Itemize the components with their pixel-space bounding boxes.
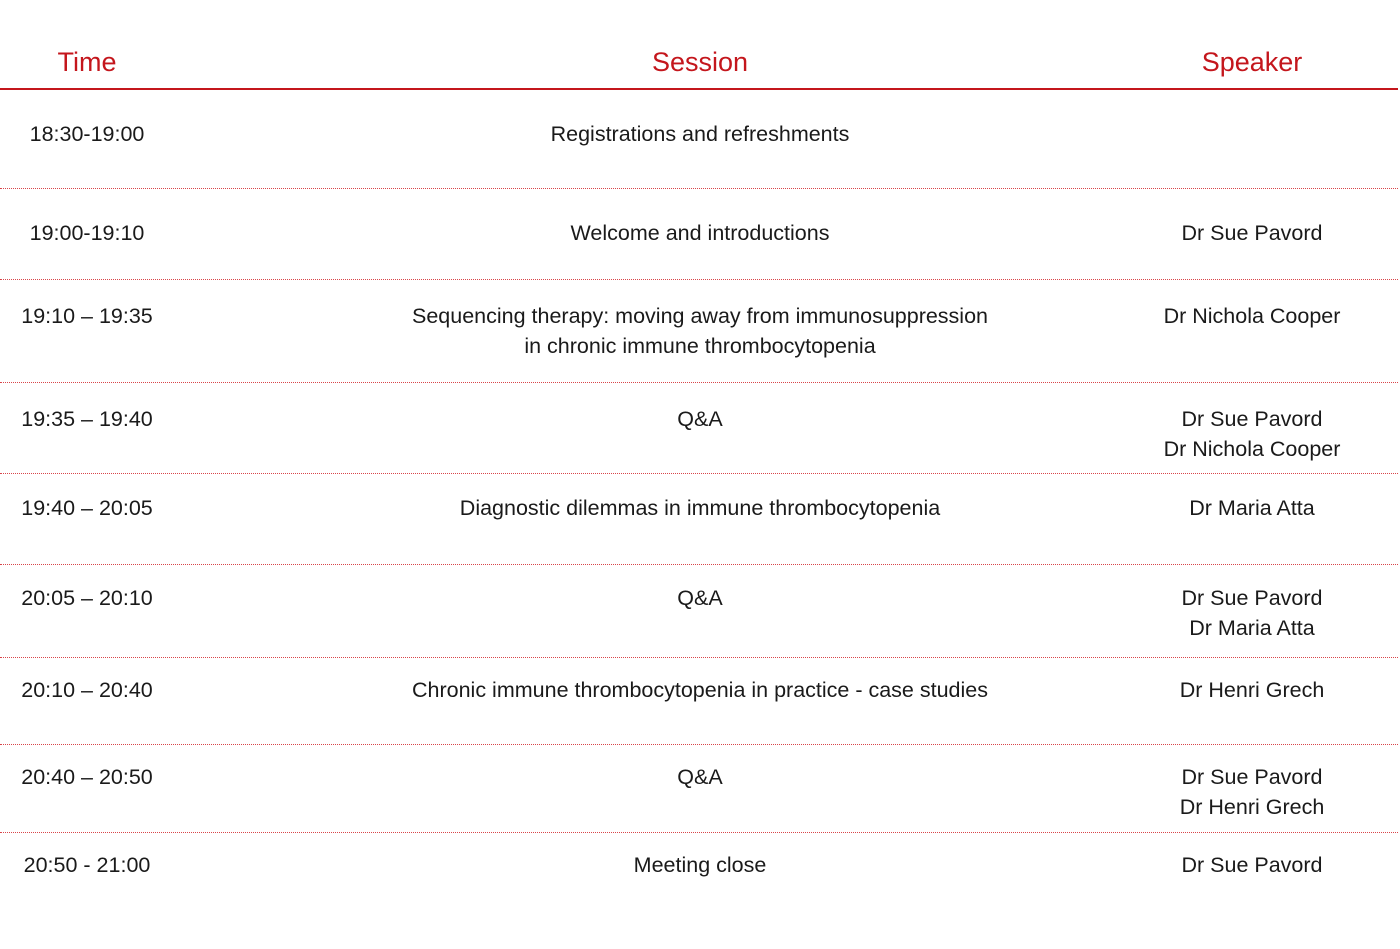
- speaker-name: Dr Sue Pavord: [1181, 407, 1323, 431]
- speaker-name: Dr Sue Pavord: [1181, 586, 1323, 610]
- speaker-name: Dr Henri Grech: [1179, 678, 1325, 702]
- table-row: 19:10 – 19:35 Sequencing therapy: moving …: [0, 280, 1398, 383]
- table-row: 19:00-19:10 Welcome and introductions Dr S…: [0, 189, 1398, 280]
- speaker-name: Dr Henri Grech: [1179, 794, 1325, 819]
- session-line: Q&A: [677, 586, 723, 610]
- row-session: Q&A: [372, 763, 1028, 793]
- row-session: Q&A: [372, 584, 1028, 614]
- row-speakers: Dr Sue Pavord: [1122, 851, 1382, 881]
- row-time: 19:00-19:10: [29, 221, 145, 245]
- row-speakers: Dr Sue Pavord Dr Henri Grech: [1122, 763, 1382, 822]
- speaker-name: Dr Maria Atta: [1189, 615, 1315, 640]
- row-time: 19:35 – 19:40: [21, 407, 153, 431]
- row-session: Chronic immune thrombocytopenia in pract…: [372, 676, 1028, 706]
- speaker-name: Dr Sue Pavord: [1181, 853, 1323, 877]
- session-line: Registrations and refreshments: [550, 122, 850, 146]
- session-line: Meeting close: [633, 853, 767, 877]
- table-row: 19:40 – 20:05 Diagnostic dilemmas in immu…: [0, 474, 1398, 565]
- row-speakers: Dr Sue Pavord: [1122, 219, 1382, 249]
- header-speaker: Speaker: [1201, 47, 1303, 77]
- table-row: 19:35 – 19:40 Q&A Dr Sue Pavord Dr Nichola …: [0, 383, 1398, 474]
- session-line: Chronic immune thrombocytopenia in pract…: [412, 678, 988, 702]
- speaker-name: Dr Maria Atta: [1189, 496, 1315, 520]
- row-session: Welcome and introductions: [372, 219, 1028, 249]
- speaker-name: Dr Nichola Cooper: [1163, 436, 1341, 461]
- session-line: Q&A: [677, 765, 723, 789]
- row-time: 19:10 – 19:35: [21, 304, 153, 328]
- row-speakers: Dr Sue Pavord Dr Maria Atta: [1122, 584, 1382, 643]
- agenda-table: Time Session Speaker 18:30-19:00 Registra…: [0, 0, 1398, 923]
- row-speakers: Dr Maria Atta: [1122, 494, 1382, 524]
- session-line: Welcome and introductions: [570, 221, 830, 245]
- table-row: 20:50 - 21:00 Meeting close Dr Sue Pavord: [0, 833, 1398, 923]
- row-time: 20:40 – 20:50: [21, 765, 153, 789]
- row-time: 20:50 - 21:00: [23, 853, 151, 877]
- speaker-name: Dr Sue Pavord: [1181, 221, 1323, 245]
- row-time: 18:30-19:00: [29, 122, 145, 146]
- session-line: Diagnostic dilemmas in immune thrombocyt…: [459, 496, 941, 520]
- row-session: Registrations and refreshments: [372, 120, 1028, 150]
- header-time: Time: [57, 47, 117, 77]
- header-session: Session: [651, 47, 749, 77]
- row-session: Q&A: [372, 405, 1028, 435]
- table-header: Time Session Speaker: [0, 0, 1398, 90]
- session-line: Q&A: [677, 407, 723, 431]
- speaker-name: Dr Nichola Cooper: [1163, 304, 1341, 328]
- row-time: 19:40 – 20:05: [21, 496, 153, 520]
- session-line: Sequencing therapy: moving away from imm…: [411, 304, 989, 328]
- table-body: 18:30-19:00 Registrations and refreshment…: [0, 90, 1398, 923]
- row-time: 20:05 – 20:10: [21, 586, 153, 610]
- table-row: 20:40 – 20:50 Q&A Dr Sue Pavord Dr Henri Gr…: [0, 745, 1398, 833]
- row-speakers: Dr Henri Grech: [1122, 676, 1382, 706]
- row-time: 20:10 – 20:40: [21, 678, 153, 702]
- row-session: Diagnostic dilemmas in immune thrombocyt…: [372, 494, 1028, 524]
- table-row: 18:30-19:00 Registrations and refreshment…: [0, 90, 1398, 189]
- row-speakers: Dr Sue Pavord Dr Nichola Cooper: [1122, 405, 1382, 464]
- session-line: in chronic immune thrombocytopenia: [524, 333, 876, 358]
- row-speakers: Dr Nichola Cooper: [1122, 302, 1382, 332]
- row-session: Meeting close: [372, 851, 1028, 881]
- table-row: 20:05 – 20:10 Q&A Dr Sue Pavord Dr Maria At…: [0, 565, 1398, 658]
- table-row: 20:10 – 20:40 Chronic immune thrombocytop…: [0, 658, 1398, 745]
- speaker-name: Dr Sue Pavord: [1181, 765, 1323, 789]
- row-session: Sequencing therapy: moving away from imm…: [372, 302, 1028, 361]
